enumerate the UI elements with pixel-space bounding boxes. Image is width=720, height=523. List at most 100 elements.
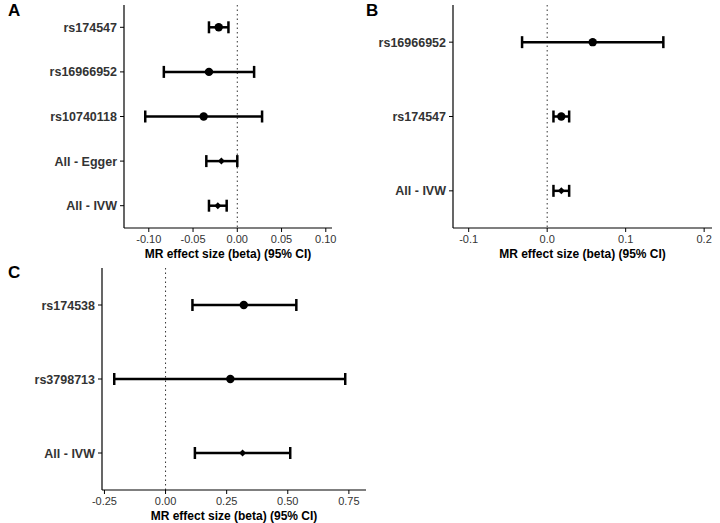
x-tick-label: 0.05 xyxy=(271,233,292,245)
panel-label: C xyxy=(8,263,20,282)
point-estimate xyxy=(214,202,221,209)
ci-cap xyxy=(205,155,208,167)
x-tick-label: -0.10 xyxy=(136,233,161,245)
point-estimate xyxy=(215,23,223,31)
category-label: rs16966952 xyxy=(50,65,117,79)
category-label: rs174547 xyxy=(63,21,117,35)
null-line xyxy=(547,5,548,228)
point-estimate xyxy=(226,375,234,383)
y-tick xyxy=(449,190,453,191)
x-tick xyxy=(704,228,705,232)
ci-cap xyxy=(568,185,571,197)
x-tick-label: 0.25 xyxy=(216,495,237,507)
x-tick xyxy=(287,490,288,494)
x-tick xyxy=(281,228,282,232)
panel-label: A xyxy=(8,1,20,20)
ci-cap xyxy=(289,447,292,459)
error-bar xyxy=(164,66,254,78)
category-label: All - IVW xyxy=(66,199,117,213)
ci-cap xyxy=(295,299,298,311)
y-tick xyxy=(98,379,102,380)
error-bar xyxy=(206,155,237,167)
category-label: rs3798713 xyxy=(35,373,96,387)
x-axis xyxy=(453,227,712,228)
point-estimate xyxy=(199,112,207,120)
panel: Ars174547 rs16966952 rs10740118 All - Egger… xyxy=(8,1,337,261)
y-tick xyxy=(120,27,124,28)
x-tick-label: 0.10 xyxy=(315,233,336,245)
x-tick xyxy=(148,228,149,232)
x-axis-label: MR effect size (beta) (95% CI) xyxy=(151,509,318,523)
ci-cap xyxy=(662,36,665,48)
x-tick-label: -0.1 xyxy=(459,233,478,245)
error-bar xyxy=(209,21,228,33)
point-estimate xyxy=(240,301,248,309)
x-tick-label: 0.50 xyxy=(277,495,298,507)
y-tick xyxy=(98,453,102,454)
category-label: rs16966952 xyxy=(379,36,446,50)
y-tick xyxy=(449,42,453,43)
x-axis xyxy=(124,227,332,228)
ci-cap xyxy=(552,185,555,197)
panel-label: B xyxy=(366,1,378,20)
panel: Crs174538rs3798713All - IVW-0.250.000.25… xyxy=(8,263,366,523)
x-tick-label: -0.05 xyxy=(180,233,205,245)
ci-cap xyxy=(208,21,211,33)
x-tick xyxy=(625,228,626,232)
x-tick xyxy=(237,228,238,232)
ci-cap xyxy=(236,155,239,167)
ci-cap xyxy=(163,66,166,78)
x-tick-label: 0.00 xyxy=(155,495,176,507)
point-estimate xyxy=(589,38,597,46)
ci-cap xyxy=(191,299,194,311)
marks xyxy=(145,21,262,211)
marks xyxy=(114,299,345,459)
ci-cap xyxy=(225,200,228,212)
y-tick xyxy=(120,116,124,117)
x-tick-label: 0.75 xyxy=(338,495,359,507)
ci-cap xyxy=(208,200,211,212)
x-tick xyxy=(104,490,105,494)
error-bar xyxy=(114,373,345,385)
point-estimate xyxy=(558,187,565,194)
point-estimate xyxy=(205,68,213,76)
ci-cap xyxy=(113,373,116,385)
ci-cap xyxy=(144,111,147,123)
x-tick xyxy=(325,228,326,232)
x-tick xyxy=(193,228,194,232)
error-bar xyxy=(553,185,569,197)
error-bar xyxy=(553,111,569,123)
ci-cap xyxy=(344,373,347,385)
ci-cap xyxy=(568,111,571,123)
figure: Ars174547 rs16966952 rs10740118 All - Egger… xyxy=(0,0,720,523)
y-tick xyxy=(98,305,102,306)
point-estimate xyxy=(239,450,246,457)
point-estimate xyxy=(218,158,225,165)
x-tick-label: 0.0 xyxy=(540,233,555,245)
x-tick-label: 0.1 xyxy=(618,233,633,245)
category-label: rs10740118 xyxy=(50,110,117,124)
x-tick xyxy=(547,228,548,232)
point-estimate xyxy=(557,112,565,120)
x-tick xyxy=(348,490,349,494)
x-axis xyxy=(102,489,366,490)
y-tick xyxy=(120,71,124,72)
error-bar xyxy=(145,111,262,123)
ci-cap xyxy=(227,21,230,33)
error-bar xyxy=(195,447,290,459)
error-bar xyxy=(209,200,227,212)
category-label: All - IVW xyxy=(44,447,95,461)
ci-cap xyxy=(194,447,197,459)
x-axis-label: MR effect size (beta) (95% CI) xyxy=(145,247,312,261)
error-bar xyxy=(522,36,663,48)
x-axis-label: MR effect size (beta) (95% CI) xyxy=(499,247,666,261)
x-tick xyxy=(226,490,227,494)
ci-cap xyxy=(253,66,256,78)
x-tick xyxy=(165,490,166,494)
category-label: rs174547 xyxy=(392,110,446,124)
y-tick xyxy=(449,116,453,117)
marks xyxy=(522,36,663,197)
category-label: All - Egger xyxy=(54,155,117,169)
x-tick-label: 0.2 xyxy=(697,233,712,245)
y-tick xyxy=(120,161,124,162)
